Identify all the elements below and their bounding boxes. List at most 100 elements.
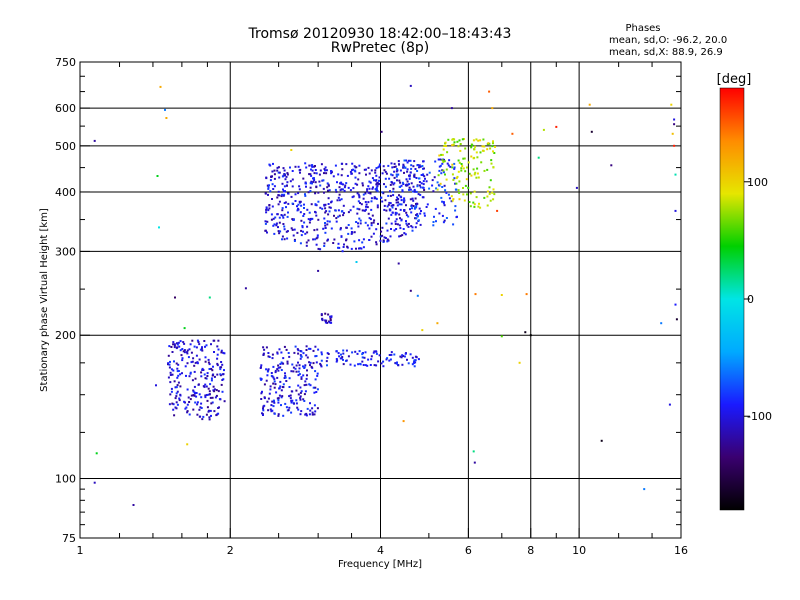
data-point bbox=[281, 235, 284, 238]
data-point bbox=[324, 222, 326, 224]
data-point bbox=[330, 201, 332, 204]
data-point bbox=[273, 386, 276, 389]
data-point bbox=[401, 363, 404, 366]
data-point bbox=[281, 182, 284, 185]
data-point bbox=[357, 193, 360, 196]
data-point bbox=[302, 177, 305, 180]
data-point bbox=[359, 247, 362, 250]
y-tick-label: 750 bbox=[55, 56, 76, 69]
data-point bbox=[431, 179, 434, 182]
data-point bbox=[347, 232, 350, 235]
data-point bbox=[445, 145, 447, 147]
data-point bbox=[264, 192, 267, 195]
data-point bbox=[299, 391, 302, 394]
data-point bbox=[673, 144, 676, 147]
data-point bbox=[362, 238, 365, 241]
data-point bbox=[314, 370, 317, 373]
data-point bbox=[380, 196, 383, 199]
data-point bbox=[422, 160, 424, 163]
data-point bbox=[439, 164, 442, 167]
data-point bbox=[364, 201, 367, 203]
data-point bbox=[328, 220, 331, 223]
data-point bbox=[217, 339, 220, 342]
data-point bbox=[301, 225, 304, 227]
data-point bbox=[283, 345, 286, 348]
data-point bbox=[388, 359, 391, 362]
data-point bbox=[270, 404, 273, 407]
data-point bbox=[204, 377, 207, 380]
data-point bbox=[186, 411, 189, 414]
data-point bbox=[445, 217, 448, 219]
data-point bbox=[370, 197, 373, 200]
data-point bbox=[311, 165, 314, 168]
data-point bbox=[286, 181, 289, 184]
data-point bbox=[177, 370, 180, 372]
data-point bbox=[272, 399, 275, 402]
data-point bbox=[284, 374, 287, 377]
data-point bbox=[214, 396, 217, 399]
data-point bbox=[300, 377, 303, 380]
data-point bbox=[283, 225, 286, 228]
data-point bbox=[261, 390, 263, 393]
data-point bbox=[492, 150, 494, 153]
data-point bbox=[409, 198, 412, 201]
data-point bbox=[338, 193, 341, 196]
data-point bbox=[441, 200, 444, 203]
data-point bbox=[172, 343, 175, 346]
data-point bbox=[158, 226, 160, 229]
data-point bbox=[282, 386, 285, 389]
data-point bbox=[270, 218, 273, 221]
data-point bbox=[202, 369, 205, 371]
data-point bbox=[403, 171, 405, 174]
data-point bbox=[190, 361, 193, 364]
data-point bbox=[208, 390, 211, 393]
data-point bbox=[206, 406, 209, 409]
data-point bbox=[446, 151, 449, 154]
data-point bbox=[278, 232, 281, 235]
data-point bbox=[327, 313, 330, 316]
data-point bbox=[300, 229, 303, 232]
data-point bbox=[340, 235, 343, 238]
data-point bbox=[394, 362, 397, 365]
data-point bbox=[315, 391, 318, 393]
data-point bbox=[324, 169, 326, 172]
x-tick-label: 1 bbox=[77, 544, 84, 557]
data-point bbox=[332, 175, 335, 178]
data-point bbox=[355, 221, 358, 223]
data-point bbox=[278, 387, 281, 390]
data-point bbox=[281, 207, 284, 210]
data-point bbox=[200, 347, 203, 350]
data-point bbox=[299, 211, 302, 214]
data-point bbox=[368, 172, 371, 175]
data-point bbox=[286, 362, 289, 365]
data-point bbox=[182, 350, 185, 353]
data-point bbox=[169, 360, 171, 363]
data-point bbox=[386, 240, 389, 243]
data-point bbox=[389, 194, 392, 197]
data-point bbox=[436, 322, 439, 325]
data-point bbox=[433, 176, 436, 179]
data-point bbox=[277, 194, 280, 197]
data-point bbox=[291, 185, 294, 188]
data-point bbox=[339, 228, 342, 231]
data-point bbox=[457, 189, 460, 192]
data-point bbox=[402, 201, 405, 204]
data-point bbox=[357, 178, 360, 181]
data-point bbox=[490, 159, 493, 162]
data-point bbox=[347, 186, 350, 189]
data-point bbox=[420, 174, 423, 176]
data-point bbox=[491, 107, 494, 110]
data-point bbox=[284, 201, 287, 204]
data-point bbox=[365, 208, 367, 211]
data-point bbox=[337, 173, 340, 176]
data-point bbox=[277, 226, 279, 229]
data-point bbox=[440, 172, 443, 175]
data-point bbox=[643, 488, 646, 491]
data-point bbox=[458, 191, 461, 194]
data-point bbox=[575, 186, 578, 189]
data-point bbox=[374, 169, 377, 172]
data-point bbox=[386, 205, 389, 208]
data-point bbox=[277, 401, 280, 404]
data-point bbox=[453, 162, 456, 165]
data-point bbox=[382, 165, 385, 168]
